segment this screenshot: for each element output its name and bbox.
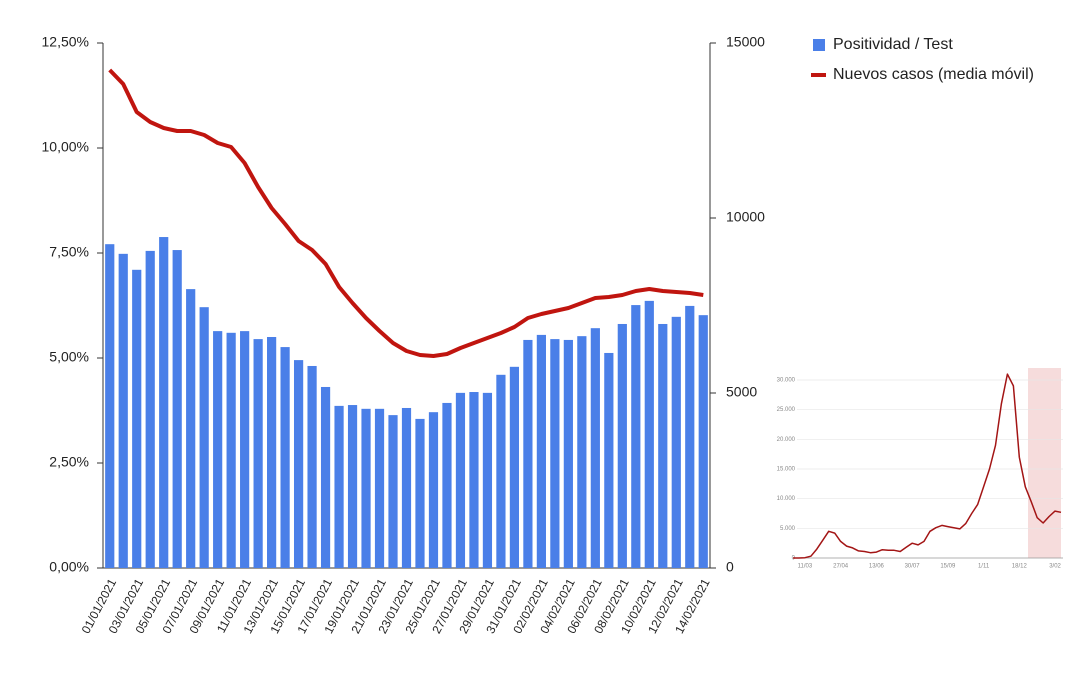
bar [213,331,223,568]
bar [186,289,196,568]
x-tick-label: 11/03 [798,564,813,570]
bar [105,244,115,568]
bar [631,305,641,568]
y-tick-label: 2,50% [49,454,89,470]
y-tick-label: 7,50% [49,244,89,260]
bar [617,323,627,568]
bar [388,415,398,568]
bar [536,334,546,568]
highlight-band [1028,368,1061,558]
bar [347,405,358,568]
inset-chart: 05.00010.00015.00020.00025.00030.00011/0… [777,373,1063,570]
bar [307,365,317,568]
y2-tick-label: 15000 [726,34,765,50]
y2-tick-label: 10000 [726,209,765,225]
y-tick-label: 5,00% [49,349,89,365]
bar [455,392,466,568]
bar [550,339,560,568]
x-tick-label: 15/09 [940,564,956,570]
bar [226,332,236,568]
bar [442,402,452,568]
bar [428,412,439,568]
bar [658,323,668,568]
bar [509,366,520,568]
y-tick-label: 20.000 [777,437,796,443]
bar [374,408,385,568]
bar [563,339,573,568]
bar [671,316,681,568]
bar [415,418,425,568]
bar [698,315,708,568]
x-tick-label: 18/12 [1012,564,1028,570]
y-tick-label: 12,50% [42,34,89,50]
x-tick-label: 27/04 [833,564,849,570]
y-tick-label: 25.000 [777,407,796,413]
bar [240,331,250,568]
bar [253,339,263,568]
bar [469,392,479,568]
y-tick-label: 0,00% [49,559,89,575]
bar [132,269,142,568]
y2-tick-label: 0 [726,559,734,575]
bar [267,337,277,568]
legend-label: Positividad / Test [833,36,953,53]
legend-swatch [813,39,825,51]
bar [199,307,209,568]
y2-tick-label: 5000 [726,384,757,400]
y-tick-label: 5.000 [780,526,796,532]
x-tick-label: 30/07 [905,564,921,570]
bar [685,305,695,568]
bar [590,328,600,568]
bar [523,339,533,568]
bar [280,347,290,568]
x-tick-label: 13/06 [869,564,885,570]
bar [644,300,654,568]
y-tick-label: 30.000 [777,378,796,384]
bar [293,360,304,568]
bar [334,405,344,568]
bar [159,237,169,569]
y-tick-label: 10.000 [777,496,796,502]
y-tick-label: 10,00% [42,139,89,155]
x-tick-label: 1/11 [978,564,990,570]
bar [320,386,331,568]
x-tick-label: 3/02 [1049,564,1061,570]
bar [172,250,182,568]
bar [604,352,614,568]
bar [496,374,506,568]
line [108,68,704,358]
bar [145,250,155,568]
bar [118,253,128,568]
line [793,373,1062,559]
bar [482,392,493,568]
legend-label: Nuevos casos (media móvil) [833,66,1034,83]
bar [361,408,371,568]
bar [401,407,412,568]
bar [577,336,587,568]
y-tick-label: 15.000 [777,467,796,473]
